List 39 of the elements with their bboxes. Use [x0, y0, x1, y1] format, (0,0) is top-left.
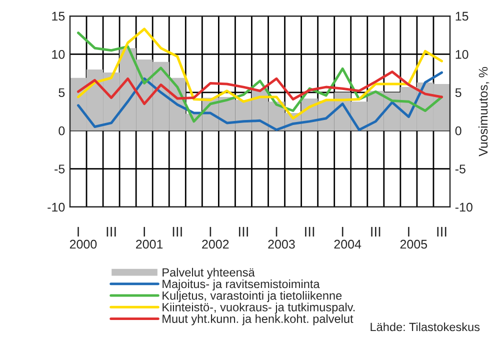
y2-tick-label: -10: [455, 202, 472, 212]
legend-label: Palvelut yhteensä: [162, 268, 255, 279]
x-tick-label: III: [437, 226, 446, 237]
x-tick-label: I: [210, 226, 212, 237]
x-tick-label: III: [371, 226, 380, 237]
x-tick-label: I: [144, 226, 145, 237]
x-tick-label: III: [106, 226, 116, 237]
y2-tick-label: 15: [456, 12, 468, 21]
x-tick-label: I: [408, 226, 410, 237]
legend-label: Kiinteistö-, vuokraus- ja tutkimuspalv.: [162, 302, 355, 314]
legend-label: Kuljetus, varastointi ja tietoliikenne: [162, 291, 342, 302]
text: 2001: [136, 240, 163, 249]
legend-label: Majoitus- ja ravitsemistoiminta: [162, 280, 320, 291]
text: 2002: [202, 240, 229, 249]
y2-tick-label: 10: [456, 50, 468, 59]
legend-label: Muut yht.kunn. ja henk.koht. palvelut: [162, 314, 354, 326]
y-tick-label: -10: [48, 202, 65, 212]
y-tick-label: 5: [58, 88, 65, 98]
text: Lähde: Tilastokeskus: [370, 322, 480, 332]
y2-axis-title: Vuosimuutos, %: [478, 67, 490, 156]
y-tick-label: -5: [54, 164, 65, 174]
text: 2003: [268, 240, 295, 249]
y2-tick-label: 5: [455, 88, 462, 98]
x-tick-label: III: [238, 226, 248, 237]
x-tick-label: III: [305, 226, 314, 237]
line-series: [77, 71, 443, 132]
x-tick-label: III: [172, 226, 182, 237]
x-tick-label: I: [342, 226, 344, 237]
x-tick-label: I: [78, 226, 79, 237]
x-tick-label: I: [276, 226, 278, 237]
y2-tick-label: -5: [455, 164, 466, 174]
text: 2004: [334, 240, 362, 249]
text: 2005: [400, 240, 428, 249]
text: 2000: [70, 240, 97, 249]
y2-tick-label: 0: [455, 126, 462, 136]
y-tick-label: 0: [58, 126, 65, 136]
y-tick-label: 10: [52, 50, 65, 59]
y-tick-label: 15: [52, 12, 65, 21]
line-series: [77, 70, 443, 106]
